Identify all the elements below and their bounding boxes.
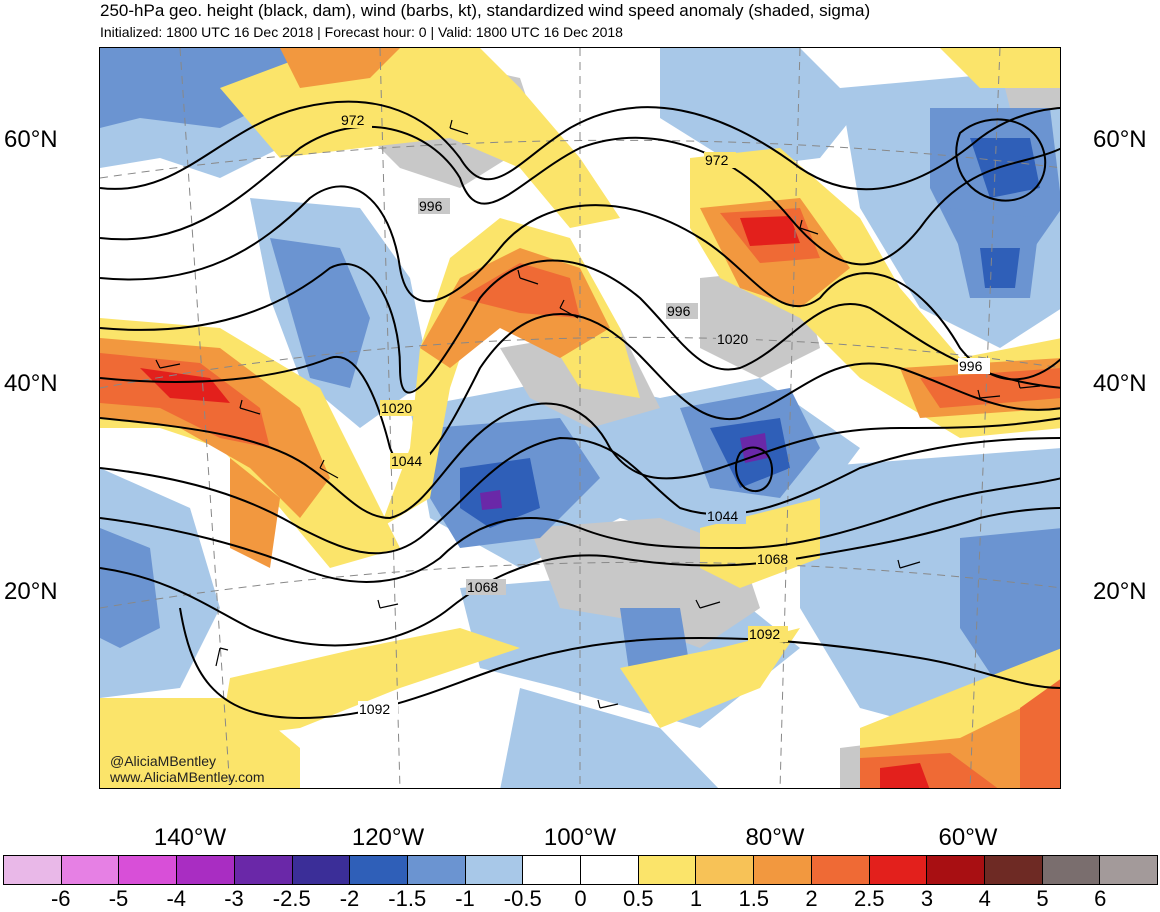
colorbar-tick-label: 1 [689, 886, 703, 911]
contour-label: 972 [341, 112, 365, 128]
contour-label: 972 [705, 152, 729, 168]
colorbar-tick-label: 4 [978, 886, 991, 911]
wind-barbs [155, 119, 1041, 709]
contour-label: 996 [419, 198, 443, 214]
colorbar-tick-label: 2 [805, 886, 818, 911]
map-subtitle: Initialized: 1800 UTC 16 Dec 2018 | Fore… [100, 24, 623, 40]
colorbar-box [4, 856, 62, 884]
colorbar-tick-label: -3 [224, 886, 244, 911]
contour-label: 1020 [717, 331, 748, 347]
colorbar-tick-label: -5 [108, 886, 129, 911]
contour-label: 1068 [757, 551, 788, 567]
lat-label-left: 40°N [4, 370, 58, 397]
contour-label: 1020 [381, 400, 412, 416]
contour-label-group: 972 996 972 996 1020 996 1020 1044 1044 … [340, 112, 990, 717]
lon-label: 100°W [543, 824, 617, 851]
colorbar-tick-label: 6 [1094, 886, 1107, 911]
lon-label: 140°W [153, 824, 227, 851]
colorbar-tick-label: -0.5 [503, 886, 542, 911]
colorbar-tick-label: -4 [166, 886, 187, 911]
colorbar-tick-label: 0.5 [622, 886, 654, 911]
colorbar-box [581, 856, 639, 884]
colorbar-box [61, 856, 120, 884]
colorbar-box [696, 856, 755, 884]
colorbar-box [927, 856, 985, 884]
height-contours [100, 100, 1060, 720]
colorbar-tick-label: -1.5 [388, 886, 427, 911]
colorbar-tick-label: -6 [50, 886, 71, 911]
lat-label-right: 20°N [1093, 578, 1147, 605]
colorbar-box [869, 856, 928, 884]
map-canvas: 972 996 972 996 1020 996 1020 1044 1044 … [100, 48, 1060, 788]
colorbar-tick-label: -2.5 [272, 886, 311, 911]
colorbar-tick-label: 2.5 [853, 886, 885, 911]
colorbar-tick-label: 0 [574, 886, 587, 911]
graticule [100, 48, 1060, 788]
colorbar-box [754, 856, 812, 884]
colorbar-box [811, 856, 870, 884]
lon-label: 80°W [745, 824, 805, 851]
contour-label: 1092 [749, 626, 780, 642]
contour-label: 996 [667, 303, 691, 319]
colorbar-box [119, 856, 178, 884]
colorbar-tick-label: 5 [1036, 886, 1049, 911]
colorbar-tick-label: 1.5 [738, 886, 770, 911]
colorbar [3, 855, 1158, 885]
contour-label: 1068 [467, 579, 498, 595]
colorbar-tick-label: -1 [455, 886, 475, 911]
lat-label-right: 60°N [1093, 126, 1147, 153]
weather-map: 972 996 972 996 1020 996 1020 1044 1044 … [99, 47, 1061, 789]
map-title: 250-hPa geo. height (black, dam), wind (… [100, 1, 871, 20]
colorbar-box [350, 856, 408, 884]
colorbar-tick-label: 3 [920, 886, 934, 911]
colorbar-box [1100, 856, 1158, 884]
colorbar-box [984, 856, 1043, 884]
lat-label-right: 40°N [1093, 370, 1147, 397]
credit-handle: @AliciaMBentley [110, 753, 217, 769]
colorbar-box [177, 856, 235, 884]
contour-label: 1092 [359, 701, 390, 717]
colorbar-box [465, 856, 524, 884]
credit-website: www.AliciaMBentley.com [110, 769, 265, 785]
colorbar-box [638, 856, 697, 884]
contour-label: 1044 [707, 508, 738, 524]
contour-label: 1044 [391, 453, 422, 469]
anomaly-bright-red [140, 216, 930, 788]
colorbar-box [523, 856, 582, 884]
colorbar-box [292, 856, 351, 884]
colorbar-box [407, 856, 466, 884]
lon-label: 120°W [351, 824, 425, 851]
lat-label-left: 20°N [4, 578, 58, 605]
lon-label: 60°W [938, 824, 998, 851]
lat-label-left: 60°N [4, 126, 58, 153]
colorbar-box [234, 856, 293, 884]
colorbar-box [1042, 856, 1101, 884]
colorbar-tick-label: -2 [339, 886, 360, 911]
contour-label: 996 [959, 358, 983, 374]
